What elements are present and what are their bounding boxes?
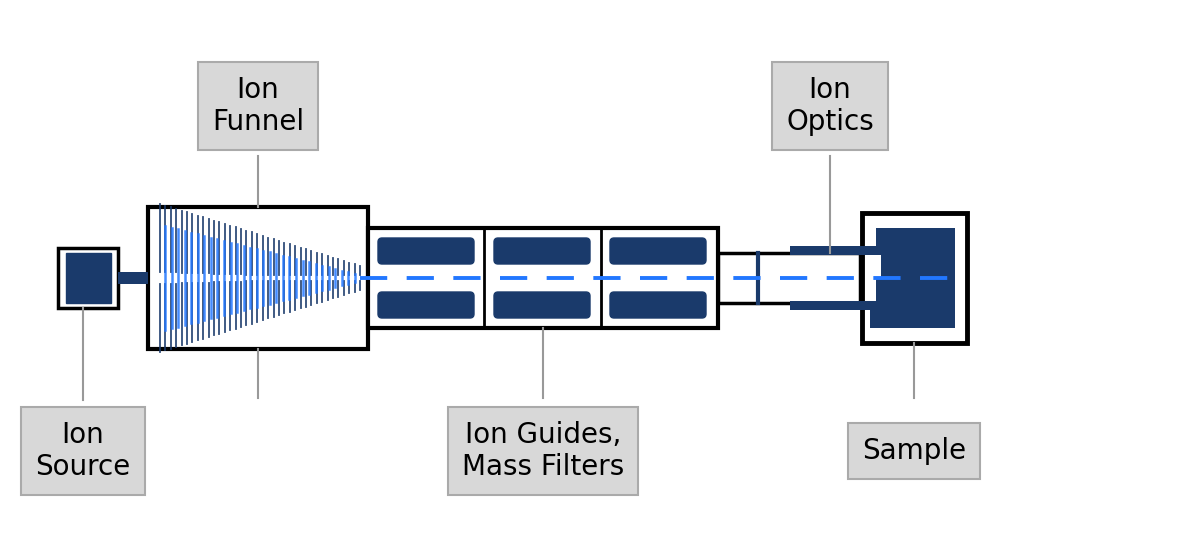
Bar (881, 253, 890, 278)
FancyBboxPatch shape (494, 238, 590, 264)
Text: Ion Guides,
Mass Filters: Ion Guides, Mass Filters (462, 421, 624, 481)
Text: Ion
Funnel: Ion Funnel (212, 76, 304, 136)
Bar (876, 228, 890, 253)
FancyBboxPatch shape (378, 292, 474, 318)
Bar (368, 228, 718, 328)
Bar (876, 278, 890, 303)
Bar (58, 248, 118, 308)
Bar (718, 253, 860, 303)
FancyBboxPatch shape (610, 292, 706, 318)
Bar (856, 301, 920, 310)
Bar (890, 228, 955, 328)
Text: Ion
Source: Ion Source (35, 421, 131, 481)
Bar (118, 272, 148, 284)
Bar (66, 253, 112, 303)
Bar (790, 301, 856, 310)
Bar (790, 246, 856, 255)
Bar (862, 213, 967, 343)
FancyBboxPatch shape (610, 238, 706, 264)
Bar (870, 303, 890, 328)
Bar (148, 207, 368, 349)
Bar (856, 246, 920, 255)
Text: Sample: Sample (862, 437, 966, 465)
FancyBboxPatch shape (494, 292, 590, 318)
FancyBboxPatch shape (378, 238, 474, 264)
Text: Ion
Optics: Ion Optics (786, 76, 874, 136)
